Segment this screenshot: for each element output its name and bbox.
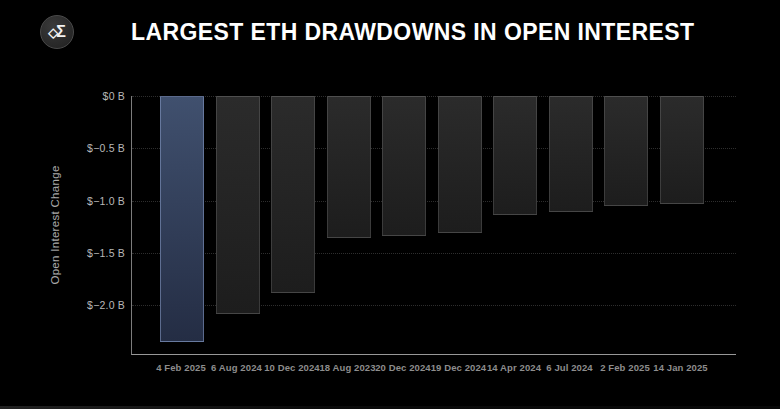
chart-bar (216, 96, 260, 314)
chart-bar (327, 96, 371, 238)
chart-bar (493, 96, 537, 215)
y-tick-label: $−1.0 B (52, 195, 125, 207)
chart-bar (271, 96, 315, 293)
sigma-glyph: ◇Σ (48, 23, 64, 41)
sigma-logo-icon: ◇Σ (40, 15, 74, 49)
page-title: LARGEST ETH DRAWDOWNS IN OPEN INTEREST (131, 19, 694, 46)
eth-drawdowns-chart-card: ◇Σ LARGEST ETH DRAWDOWNS IN OPEN INTERES… (0, 0, 780, 409)
y-tick-label: $0 B (52, 90, 125, 102)
y-tick-label: $−1.5 B (52, 247, 125, 259)
x-tick-label: 14 Jan 2025 (635, 362, 727, 373)
y-axis-title: Open Interest Change (49, 165, 61, 284)
y-tick-label: $−0.5 B (52, 142, 125, 154)
chart-bar (660, 96, 704, 204)
chart-bar (549, 96, 593, 212)
chart-bar (382, 96, 426, 236)
chart-bar (604, 96, 648, 206)
chart-bar (438, 96, 482, 233)
chart-bar (160, 96, 204, 342)
chart-plot-area (131, 96, 736, 355)
y-tick-label: $−2.0 B (52, 299, 125, 311)
